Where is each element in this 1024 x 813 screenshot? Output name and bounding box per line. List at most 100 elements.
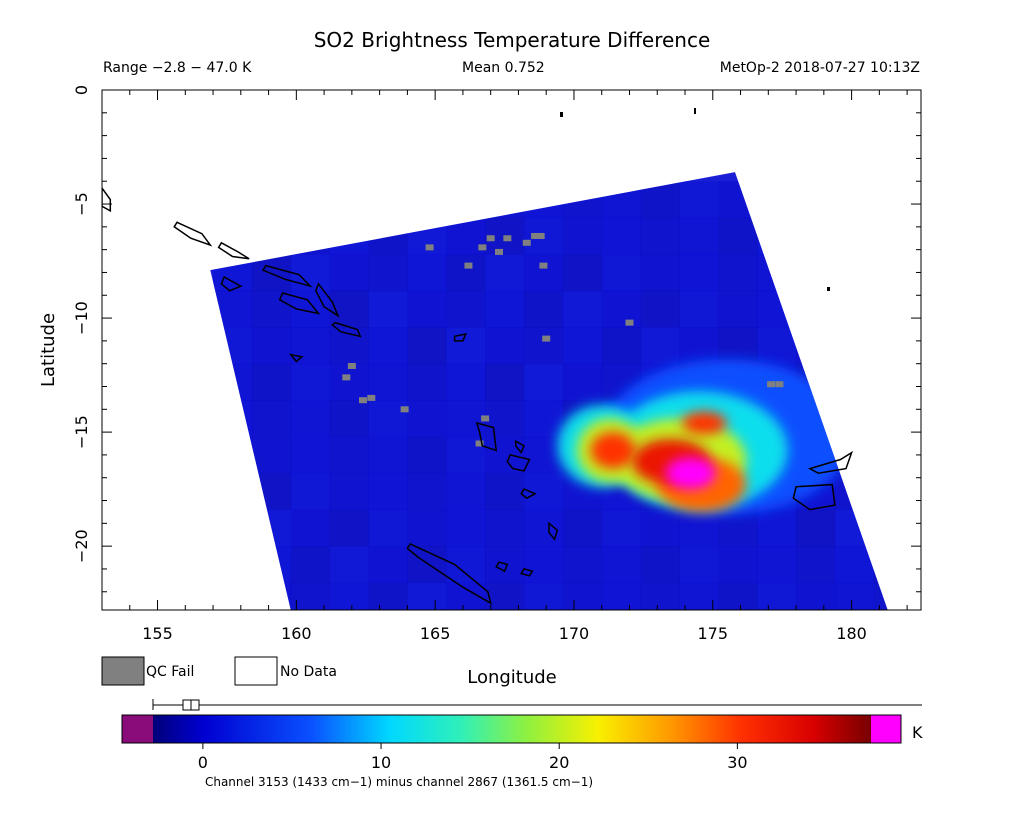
qc-fail-pixel	[767, 381, 776, 388]
swath-cell	[368, 327, 408, 365]
qc-fail-pixel	[425, 244, 434, 251]
swath-cell	[329, 400, 370, 438]
swath-cell	[718, 509, 758, 547]
island-coastline	[453, 332, 467, 342]
qc-fail-pixel	[625, 319, 634, 326]
swath-cell	[329, 254, 370, 292]
swath-cell	[834, 400, 875, 438]
swath-cell	[562, 327, 603, 365]
axis-ticks: 155 160 165 170 175 180 0 −5 −10 −15 −20	[72, 85, 921, 643]
swath-cell	[679, 254, 719, 292]
swath-cell	[718, 546, 758, 584]
swath-cell	[213, 436, 253, 474]
chart-title: SO2 Brightness Temperature Difference	[314, 28, 711, 52]
swath-cell	[407, 473, 447, 511]
swath-cell	[873, 400, 888, 438]
swath-cell	[640, 254, 680, 292]
swath-cell	[290, 254, 331, 292]
swath-cell	[873, 582, 888, 610]
swath-cell	[640, 327, 680, 365]
swath-cell	[485, 290, 525, 328]
island-coastline	[173, 221, 213, 247]
swath-cell	[213, 509, 253, 547]
swath-cell	[213, 181, 253, 219]
swath-cell	[796, 546, 836, 584]
swath-cell	[446, 473, 486, 511]
swath-cell	[679, 290, 719, 328]
swath-cell	[368, 254, 408, 292]
plot-frame	[101, 89, 922, 611]
qc-fail-pixel	[531, 232, 540, 239]
swath-cell	[290, 181, 331, 219]
swath-cell	[873, 217, 888, 255]
swath-cell	[601, 327, 642, 365]
swath-cell	[834, 327, 875, 365]
swath-cell	[368, 546, 408, 584]
swath-cell	[601, 217, 642, 255]
swath-cell	[640, 217, 680, 255]
plot-area	[102, 108, 888, 610]
swath-cell	[679, 546, 719, 584]
island-coastline	[548, 521, 559, 541]
qc-fail-pixel	[475, 440, 484, 447]
swath-cell	[407, 181, 447, 219]
swath-cell	[251, 363, 292, 401]
swath-cell	[251, 181, 292, 219]
swath-cell	[523, 181, 564, 219]
swath-cell	[873, 546, 888, 584]
swath-cell	[368, 400, 408, 438]
qc-fail-pixel	[481, 415, 490, 422]
y-tick-label: 0	[72, 85, 91, 95]
swath-cell	[718, 217, 758, 255]
y-tick-label: −20	[72, 529, 91, 563]
island-coastline	[102, 186, 112, 213]
satellite-timestamp: MetOp-2 2018-07-27 10:13Z	[720, 60, 920, 76]
qc-fail-pixel	[503, 235, 512, 242]
swath-cell	[679, 217, 719, 255]
plume-blob	[665, 457, 716, 490]
swath-cell	[601, 181, 642, 219]
swath-cell	[640, 181, 680, 219]
swath-cell	[329, 582, 370, 610]
swath-cell	[485, 473, 525, 511]
swath-cell	[834, 217, 875, 255]
swath-cell	[485, 582, 525, 610]
swath-cell	[368, 582, 408, 610]
swath-cell	[213, 400, 253, 438]
y-tick-label: −15	[72, 415, 91, 449]
swath-cell	[290, 327, 331, 365]
swath-cell	[251, 509, 292, 547]
swath-cell	[290, 363, 331, 401]
swath-cell	[213, 327, 253, 365]
swath-cell	[796, 327, 836, 365]
mean-label: Mean 0.752	[462, 60, 545, 76]
swath-cell	[523, 400, 564, 438]
swath-cell	[251, 582, 292, 610]
swath-cell	[873, 290, 888, 328]
swath-cell	[251, 473, 292, 511]
y-tick-label: −10	[72, 301, 91, 335]
swath-cell	[407, 290, 447, 328]
swath-cell	[718, 254, 758, 292]
swath-cell	[523, 254, 564, 292]
swath-cell	[290, 582, 331, 610]
x-tick-label: 160	[281, 624, 312, 643]
swath-cell	[562, 546, 603, 584]
colorbar-tick-label: 10	[371, 753, 391, 772]
swath-cell	[562, 582, 603, 610]
swath-cell	[834, 254, 875, 292]
swath-cell	[757, 217, 797, 255]
swath-cell	[446, 290, 486, 328]
swath-cell	[757, 181, 797, 219]
island-coastline	[792, 483, 836, 511]
swath-cell	[446, 509, 486, 547]
swath-cell	[485, 327, 525, 365]
swath-cell	[834, 473, 875, 511]
swath-cell	[251, 400, 292, 438]
swath-cell	[796, 254, 836, 292]
swath-cell	[873, 436, 888, 474]
swath-cell	[213, 473, 253, 511]
swath-cell	[485, 509, 525, 547]
swath-cell	[601, 546, 642, 584]
swath-cell	[523, 546, 564, 584]
